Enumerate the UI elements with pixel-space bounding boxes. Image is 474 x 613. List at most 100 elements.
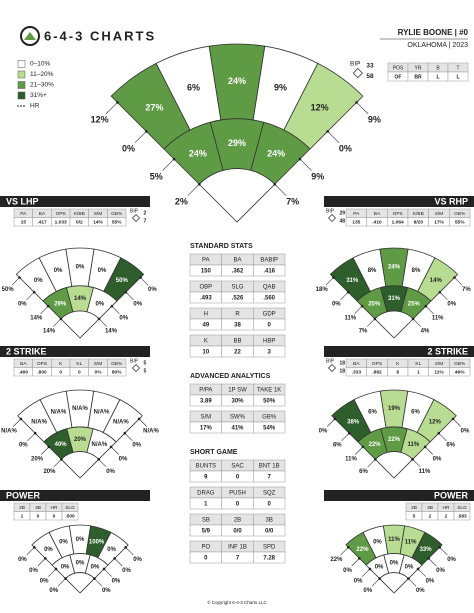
legend-swatch	[17, 81, 26, 89]
table-header: GB%	[111, 361, 123, 367]
ground-label: 14%	[43, 328, 56, 334]
bip-value: 29	[340, 210, 346, 216]
outer-zone-label: 0%	[59, 539, 68, 545]
ground-label: 9%	[311, 171, 324, 181]
ground-leader	[362, 568, 371, 577]
outer-zone-label: 27%	[145, 103, 163, 113]
inner-zone-label: 0%	[76, 561, 85, 567]
table-cell	[253, 291, 286, 304]
ground-leader	[417, 568, 426, 577]
table-header: BA	[233, 258, 241, 264]
ground-leader	[26, 291, 35, 301]
table-header: HR	[51, 505, 58, 511]
table-cell	[253, 394, 286, 407]
section-title: POWER	[6, 490, 41, 500]
section-title: VS LHP	[6, 196, 39, 206]
ground-dot	[97, 317, 101, 321]
ground-leader	[37, 558, 46, 567]
ground-label: 0%	[49, 588, 58, 594]
table-value: L	[436, 74, 439, 80]
ground-dot	[273, 182, 277, 186]
section-title: POWER	[434, 490, 469, 500]
table-value: 38	[234, 323, 241, 329]
legend-swatch	[17, 70, 26, 79]
table-value: 0	[267, 323, 271, 329]
bip-value: 18	[340, 368, 346, 374]
table-header: K	[396, 361, 400, 367]
table-header: SPD	[263, 545, 276, 551]
ground-label: 7%	[359, 328, 368, 334]
ground-label: 0%	[106, 469, 115, 475]
ground-leader	[454, 277, 463, 286]
ground-label: 6%	[333, 443, 342, 449]
ground-dot	[347, 546, 350, 549]
ground-dot	[97, 458, 100, 461]
ground-dot	[333, 417, 337, 421]
table-value: .526	[232, 296, 244, 302]
inner-zone-label: 14%	[74, 296, 87, 302]
ground-label: 0%	[319, 428, 328, 434]
table-header: SAC	[231, 464, 244, 470]
bip-value: 18	[340, 360, 346, 366]
ground-leader	[371, 578, 380, 587]
ground-dot	[33, 431, 37, 435]
footer: © Copyright 6-4-3 Charts LLC	[207, 599, 267, 605]
inner-zone-label: 0%	[390, 561, 399, 567]
outer-zone-label: 0%	[54, 268, 63, 274]
table-value: 17%	[200, 426, 213, 432]
table-header: S/M	[200, 415, 211, 421]
table-value: .882	[372, 370, 382, 376]
ground-leader	[439, 291, 448, 301]
ground-leader	[341, 432, 350, 442]
inner-zone-label: 25%	[368, 301, 381, 307]
ground-label: 0%	[119, 456, 128, 462]
ground-dot	[361, 445, 365, 449]
table-header: 3B	[265, 518, 272, 524]
inner-zone-label: 0%	[405, 565, 414, 571]
table-value: 2	[445, 514, 448, 520]
inner-zone-label: 0%	[61, 565, 70, 571]
table-value: 14%	[93, 220, 103, 226]
ground-dot	[116, 101, 119, 104]
ground-leader	[354, 305, 363, 315]
ground-dot	[124, 546, 127, 549]
team: OKLAHOMA | 2023	[407, 42, 468, 49]
ground-dot	[374, 458, 377, 461]
ground-dot	[346, 290, 350, 294]
table-value: 22	[234, 350, 241, 356]
legend-swatch	[17, 91, 26, 100]
bip-value: 58	[366, 73, 374, 80]
ground-leader	[48, 568, 57, 577]
ground-dot	[110, 304, 114, 308]
table-header: K/BB	[74, 211, 85, 217]
table-value: 150	[201, 269, 212, 275]
ground-dot	[44, 557, 47, 560]
table-value: 0/0	[265, 529, 274, 535]
table-header: 2B	[19, 505, 25, 511]
table-header: HBP	[263, 339, 275, 345]
ground-dot	[102, 567, 106, 571]
bip-diamond	[328, 364, 336, 372]
ground-dot	[407, 577, 410, 580]
section-bar	[324, 346, 474, 357]
infield	[379, 572, 409, 594]
ground-dot	[46, 304, 50, 308]
ground-label: 0%	[416, 588, 425, 594]
ground-leader	[105, 102, 118, 115]
table-header: SLG	[457, 505, 467, 511]
table-cell	[253, 421, 286, 434]
table-value: 50%	[263, 399, 276, 405]
ground-dot	[298, 157, 302, 161]
ground-dot	[373, 317, 377, 321]
outer-zone-label: 12%	[429, 419, 442, 425]
ground-dot	[139, 276, 142, 279]
ground-label: 0%	[18, 557, 27, 563]
inner-zone-label: 22%	[369, 442, 382, 448]
table-value: 17%	[434, 220, 444, 226]
ground-label: 22%	[330, 557, 343, 563]
ground-leader	[187, 184, 200, 196]
infield	[60, 451, 100, 479]
table-value: .400	[19, 370, 29, 376]
ground-dot	[145, 130, 148, 133]
ground-label: 9%	[368, 115, 381, 125]
